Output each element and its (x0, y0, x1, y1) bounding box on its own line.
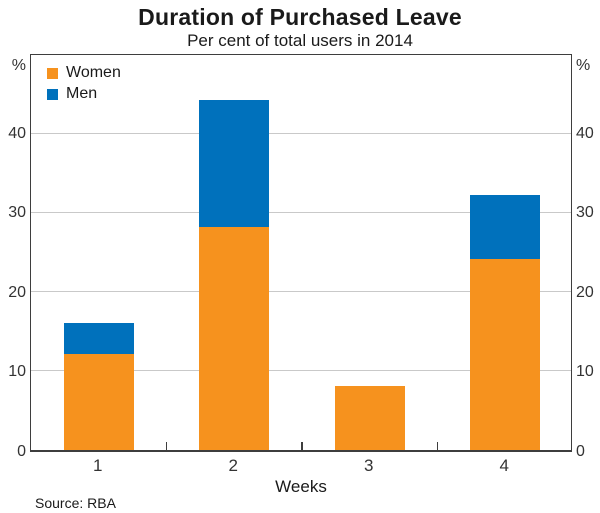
source-note: Source: RBA (35, 495, 116, 511)
bar-segment-men-week-1 (63, 322, 134, 355)
gridline-10 (31, 370, 571, 371)
x-category-label-2: 2 (228, 456, 238, 475)
legend: Women Men (47, 64, 121, 106)
y-tick-label-left-20: 20 (8, 283, 26, 301)
x-category-label-4: 4 (499, 456, 509, 475)
legend-swatch-icon (47, 88, 58, 100)
legend-item-men: Men (47, 85, 121, 103)
y-axis-labels-left: % 0 10 20 30 40 (0, 54, 26, 460)
y-tick-label-right-10: 10 (576, 363, 594, 381)
y-axis-labels-right: % 0 10 20 30 40 (576, 54, 600, 460)
bar-week-2 (199, 99, 270, 450)
bar-segment-women-week-4 (470, 258, 541, 450)
bar-segment-men-week-4 (470, 195, 541, 259)
bar-segment-men-week-2 (199, 99, 270, 228)
y-tick-label-right-40: 40 (576, 124, 594, 142)
gridline-30 (31, 212, 571, 213)
bar-segment-women-week-2 (199, 227, 270, 450)
x-category-label-3: 3 (364, 456, 374, 475)
gridline-20 (31, 291, 571, 292)
legend-label: Men (66, 85, 98, 102)
y-tick-label-left-40: 40 (8, 124, 26, 142)
chart-title: Duration of Purchased Leave (138, 4, 462, 30)
bar-week-1 (63, 322, 134, 450)
plot-area: Women Men (30, 54, 572, 452)
y-tick-label-right-30: 30 (576, 204, 594, 222)
bar-week-3 (334, 386, 405, 450)
y-axis-unit-left: % (11, 57, 26, 74)
x-axis-tick-1 (165, 442, 168, 450)
bar-week-4 (470, 195, 541, 450)
legend-swatch-icon (47, 67, 58, 79)
gridline-40 (31, 133, 571, 134)
x-axis-title: Weeks (275, 477, 327, 496)
legend-item-women: Women (47, 64, 121, 82)
x-axis-tick-2 (301, 442, 303, 450)
y-tick-label-left-0: 0 (17, 443, 26, 460)
x-category-label-1: 1 (93, 456, 103, 475)
y-tick-label-left-10: 10 (8, 363, 26, 381)
y-tick-label-right-20: 20 (576, 283, 594, 301)
x-axis-tick-3 (436, 442, 439, 450)
y-axis-unit-right: % (576, 57, 591, 74)
chart-subtitle: Per cent of total users in 2014 (187, 31, 413, 50)
x-axis-category-labels: 1 2 3 4 (30, 456, 572, 476)
y-tick-label-right-0: 0 (576, 443, 585, 460)
bar-segment-women-week-1 (63, 354, 134, 450)
bar-segment-women-week-3 (334, 386, 405, 450)
y-tick-label-left-30: 30 (8, 204, 26, 222)
legend-label: Women (66, 64, 121, 81)
